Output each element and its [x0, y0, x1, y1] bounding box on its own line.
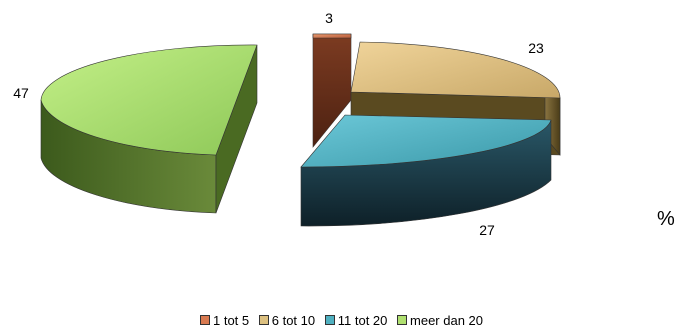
data-label: 3: [325, 10, 333, 26]
unit-label: %: [657, 208, 675, 230]
pie-slice: [300, 114, 552, 227]
legend-entry: 1 tot 5: [199, 313, 250, 328]
pie-slice: [312, 33, 352, 148]
legend-swatch: [397, 315, 408, 325]
legend-entry: 11 tot 20: [324, 313, 388, 328]
data-label: 27: [479, 222, 495, 238]
legend-label: meer dan 20: [410, 313, 484, 328]
legend-swatch: [324, 315, 335, 325]
pie-slice: [40, 44, 258, 214]
legend-entry: meer dan 20: [397, 313, 483, 328]
legend-swatch: [258, 315, 269, 325]
legend: 1 tot 5 6 tot 10 11 tot 20 meer dan 20: [0, 313, 683, 328]
legend-entry: 6 tot 10: [258, 313, 316, 328]
legend-label: 1 tot 5: [212, 313, 250, 328]
data-label: 47: [13, 85, 29, 101]
legend-label: 6 tot 10: [271, 313, 316, 328]
legend-swatch: [199, 315, 210, 325]
legend-label: 11 tot 20: [337, 313, 388, 328]
data-label: 23: [528, 40, 544, 56]
